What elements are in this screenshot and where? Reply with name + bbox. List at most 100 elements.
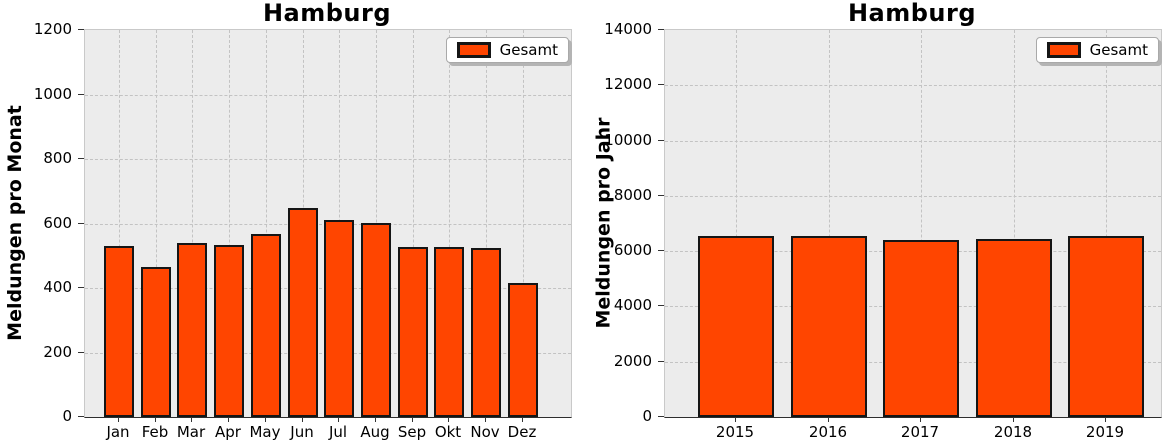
legend-swatch-gesamt: [1046, 42, 1081, 58]
gridline-vertical: [1013, 30, 1015, 417]
y-tick-label: 12000: [604, 75, 652, 94]
bar-Nov: [471, 248, 501, 417]
x-tick-mark: [338, 417, 339, 422]
x-tick-mark: [1105, 417, 1106, 422]
gridline-vertical: [828, 30, 830, 417]
x-tick-label: Nov: [470, 423, 500, 441]
x-tick-mark: [375, 417, 376, 422]
bar-Mar: [177, 243, 207, 417]
y-tick-label: 2000: [613, 351, 652, 370]
y-tick-mark: [658, 360, 664, 362]
gridline-vertical: [449, 30, 451, 417]
y-tick-mark: [78, 416, 84, 417]
x-tick-label: 2015: [715, 423, 755, 441]
y-tick-mark: [658, 194, 664, 196]
bar-Apr: [214, 245, 244, 417]
bar-Okt: [434, 247, 464, 417]
x-tick-label: Sep: [397, 423, 427, 441]
x-tick-mark: [118, 417, 119, 422]
y-tick-label: 10000: [604, 130, 652, 149]
y-tick-label: 400: [43, 278, 72, 296]
y-tick-label: 14000: [604, 20, 652, 38]
y-tick-mark: [78, 351, 84, 353]
legend: Gesamt: [445, 37, 569, 63]
x-tick-label: Okt: [434, 423, 462, 441]
bar-Jan: [104, 246, 134, 417]
y-tick-mark: [78, 222, 84, 224]
gridline-vertical: [265, 30, 267, 417]
legend: Gesamt: [1035, 37, 1159, 63]
x-tick-mark: [228, 417, 229, 422]
x-tick-mark: [522, 417, 523, 422]
y-tick-label: 1000: [33, 84, 72, 103]
gridline-vertical: [119, 30, 120, 417]
gridline-horizontal: [665, 140, 1161, 142]
y-tick-label: 1200: [33, 20, 72, 38]
legend-label: Gesamt: [499, 41, 558, 59]
y-tick-label: 0: [62, 407, 72, 425]
gridline-vertical: [192, 30, 194, 417]
chart-panel-yearly: Hamburg Meldungen pro Jahr Gesamt 0 2000 4…: [582, 0, 1164, 442]
plot-area: Gesamt: [664, 29, 1162, 418]
y-tick-label: 8000: [613, 185, 652, 204]
y-tick-label: 0: [642, 407, 652, 425]
gridline-vertical: [736, 30, 737, 417]
x-tick-label: 2018: [993, 423, 1033, 441]
plot-area: Gesamt: [84, 29, 572, 418]
y-tick-mark: [658, 84, 664, 86]
x-tick-mark: [191, 417, 192, 422]
x-tick-label: Mar: [176, 423, 206, 441]
gridline-vertical: [1106, 30, 1108, 417]
bar-2017: [883, 240, 959, 417]
bar-Dez: [508, 283, 538, 417]
x-tick-mark: [155, 417, 156, 422]
x-tick-label: Aug: [360, 423, 390, 441]
y-tick-mark: [658, 139, 664, 141]
y-tick-mark: [78, 93, 84, 95]
y-tick-mark: [658, 416, 664, 417]
x-tick-mark: [920, 417, 921, 422]
bar-Jun: [288, 208, 318, 417]
gridline-horizontal: [665, 195, 1161, 197]
y-tick-mark: [658, 29, 664, 30]
gridline-vertical: [522, 30, 524, 417]
x-tick-mark: [448, 417, 449, 422]
bar-May: [251, 234, 281, 417]
chart-title: Hamburg: [262, 0, 392, 27]
bar-2018: [976, 239, 1052, 417]
y-tick-mark: [78, 29, 84, 30]
bar-2019: [1068, 236, 1144, 417]
bar-2015: [698, 236, 774, 417]
x-tick-mark: [828, 417, 829, 422]
x-tick-label: Jul: [328, 423, 348, 441]
bar-Feb: [141, 267, 171, 417]
x-tick-mark: [735, 417, 736, 422]
gridline-horizontal: [665, 85, 1161, 87]
y-tick-label: 6000: [613, 241, 652, 260]
x-tick-label: Jan: [106, 423, 130, 441]
x-tick-mark: [302, 417, 303, 422]
x-tick-label: 2017: [900, 423, 940, 441]
x-tick-label: Apr: [215, 423, 241, 441]
bar-Aug: [361, 223, 391, 417]
y-tick-mark: [658, 250, 664, 252]
x-tick-mark: [485, 417, 486, 422]
gridline-vertical: [486, 30, 487, 417]
x-tick-mark: [412, 417, 413, 422]
gridline-vertical: [229, 30, 231, 417]
x-tick-mark: [265, 417, 266, 422]
x-tick-label: Feb: [141, 423, 169, 441]
x-tick-label: Dez: [507, 423, 537, 441]
gridline-horizontal: [85, 159, 571, 160]
x-tick-mark: [1013, 417, 1014, 422]
x-tick-label: 2019: [1085, 423, 1125, 441]
y-tick-mark: [78, 287, 84, 288]
bar-Jul: [324, 220, 354, 417]
chart-panel-monthly: Hamburg Meldungen pro Monat Gesamt 0 200 4…: [4, 0, 572, 441]
y-tick-label: 800: [43, 149, 72, 167]
bar-Sep: [398, 247, 428, 417]
legend-label: Gesamt: [1089, 41, 1148, 59]
x-tick-label: May: [249, 423, 281, 441]
y-tick-label: 200: [43, 342, 72, 361]
